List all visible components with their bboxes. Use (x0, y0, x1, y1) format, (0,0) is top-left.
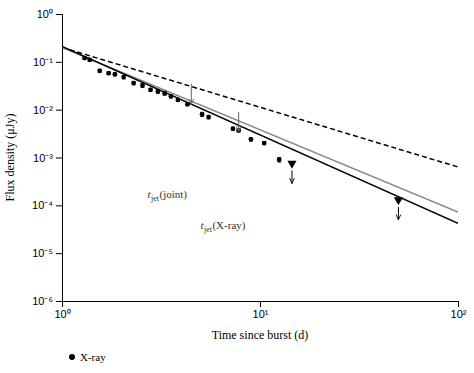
upper-limit (394, 197, 403, 205)
tick-label: 10⁻³ (33, 152, 53, 164)
tick-mark (56, 301, 62, 302)
data-point (206, 115, 211, 120)
annotation-subscript: jet (150, 194, 160, 203)
data-point (82, 56, 87, 61)
legend-swatch (69, 354, 75, 360)
error-bar (149, 88, 153, 91)
data-point (262, 141, 267, 146)
tick: 10⁻² (33, 104, 62, 116)
annotations: tjet(joint)tjet(X-ray) (147, 188, 245, 234)
annotation-arrow (191, 84, 192, 105)
data-point (169, 94, 174, 99)
tick: 10⁻⁶ (32, 295, 62, 307)
tick: 10¹ (253, 301, 269, 320)
power-law-line (62, 47, 458, 212)
error-bar (200, 112, 204, 116)
error-bar (156, 90, 160, 93)
data-point (155, 89, 160, 94)
error-bar (132, 81, 136, 84)
tick-mark (56, 62, 62, 63)
tick-label: 10² (451, 308, 467, 320)
tick-label: 10⁻⁴ (32, 199, 53, 211)
error-bar (98, 69, 102, 72)
tick-label: 10⁰ (54, 308, 70, 320)
power-law-line (62, 46, 458, 223)
error-bar (169, 95, 173, 98)
plot: 10⁰ 10¹ 10² 10⁻⁶ 10⁻⁵ 10⁻⁴ 10⁻³ 10⁻² 10⁻¹ 10⁰ tjet… (32, 8, 467, 320)
error-bar (140, 84, 144, 88)
error-bar (163, 91, 167, 95)
upper-limits (287, 161, 403, 220)
legend: X-ray (69, 351, 106, 363)
tick: 10² (451, 301, 467, 320)
error-bar (262, 142, 266, 145)
axis-line (56, 15, 63, 302)
tick-label: 10⁻⁵ (32, 247, 53, 259)
tick: 10⁻¹ (33, 56, 62, 68)
tick-mark (260, 301, 261, 307)
tick-label: 10⁻⁶ (32, 295, 53, 307)
tick-label: 10⁻² (33, 104, 53, 116)
data-point (176, 98, 181, 103)
data-point (148, 87, 153, 92)
tick-mark (56, 158, 62, 159)
data-point (113, 72, 118, 77)
tick-mark (458, 301, 459, 307)
chart: 10⁰ 10¹ 10² 10⁻⁶ 10⁻⁵ 10⁻⁴ 10⁻³ 10⁻² 10⁻¹ 10⁰ tjet… (0, 0, 474, 373)
tick-mark (56, 14, 62, 15)
tick-mark (56, 110, 62, 111)
data-point (200, 112, 205, 117)
annotation-subscript: jet (203, 225, 213, 234)
data-point (87, 57, 92, 62)
data-point (162, 91, 167, 96)
annotation-arrow (238, 112, 239, 132)
annotation-text: (joint) (159, 188, 187, 201)
error-bar (176, 98, 180, 101)
tick: 10⁻⁴ (32, 199, 62, 211)
data-points (82, 56, 281, 162)
legend-label: X-ray (80, 351, 106, 363)
tick-label: 10⁰ (37, 8, 53, 20)
x-axis-title: Time since burst (d) (212, 328, 309, 342)
upper-limit-arrow (291, 170, 292, 183)
tick: 10⁻⁵ (32, 247, 62, 259)
tick-label: 10¹ (253, 308, 269, 320)
data-point (277, 157, 282, 162)
tick-mark (56, 253, 62, 254)
y-axis: 10⁻⁶ 10⁻⁵ 10⁻⁴ 10⁻³ 10⁻² 10⁻¹ 10⁰ (32, 8, 62, 307)
error-bar (185, 103, 189, 106)
data-point (231, 126, 236, 131)
data-point (140, 83, 145, 88)
tick: 10⁰ (54, 301, 70, 320)
annotation-text: (X-ray) (212, 219, 245, 232)
legend-item: X-ray (69, 351, 106, 363)
y-axis-title: Flux density (μJy) (3, 114, 17, 202)
error-bar (207, 115, 211, 119)
tick-label: 10⁻¹ (33, 56, 53, 68)
data-point (121, 75, 126, 80)
axis-line (63, 302, 459, 308)
tick: 10⁻³ (33, 152, 62, 164)
error-bar (249, 138, 253, 141)
error-bar (88, 58, 92, 61)
error-bar (122, 75, 126, 78)
upper-limit (287, 161, 296, 169)
power-law-line (62, 47, 458, 167)
data-point (106, 71, 111, 76)
error-bar (277, 158, 281, 163)
error-bar (231, 127, 235, 130)
data-point (185, 102, 190, 107)
data-point (131, 81, 136, 86)
data-point (97, 68, 102, 73)
data-point (249, 137, 254, 142)
error-bar (113, 73, 117, 76)
tick-mark (56, 205, 62, 206)
marks (62, 46, 458, 223)
upper-limit-arrow (398, 207, 399, 220)
tick: 10⁰ (37, 8, 62, 20)
x-axis: 10⁰ 10¹ 10² (54, 301, 466, 320)
